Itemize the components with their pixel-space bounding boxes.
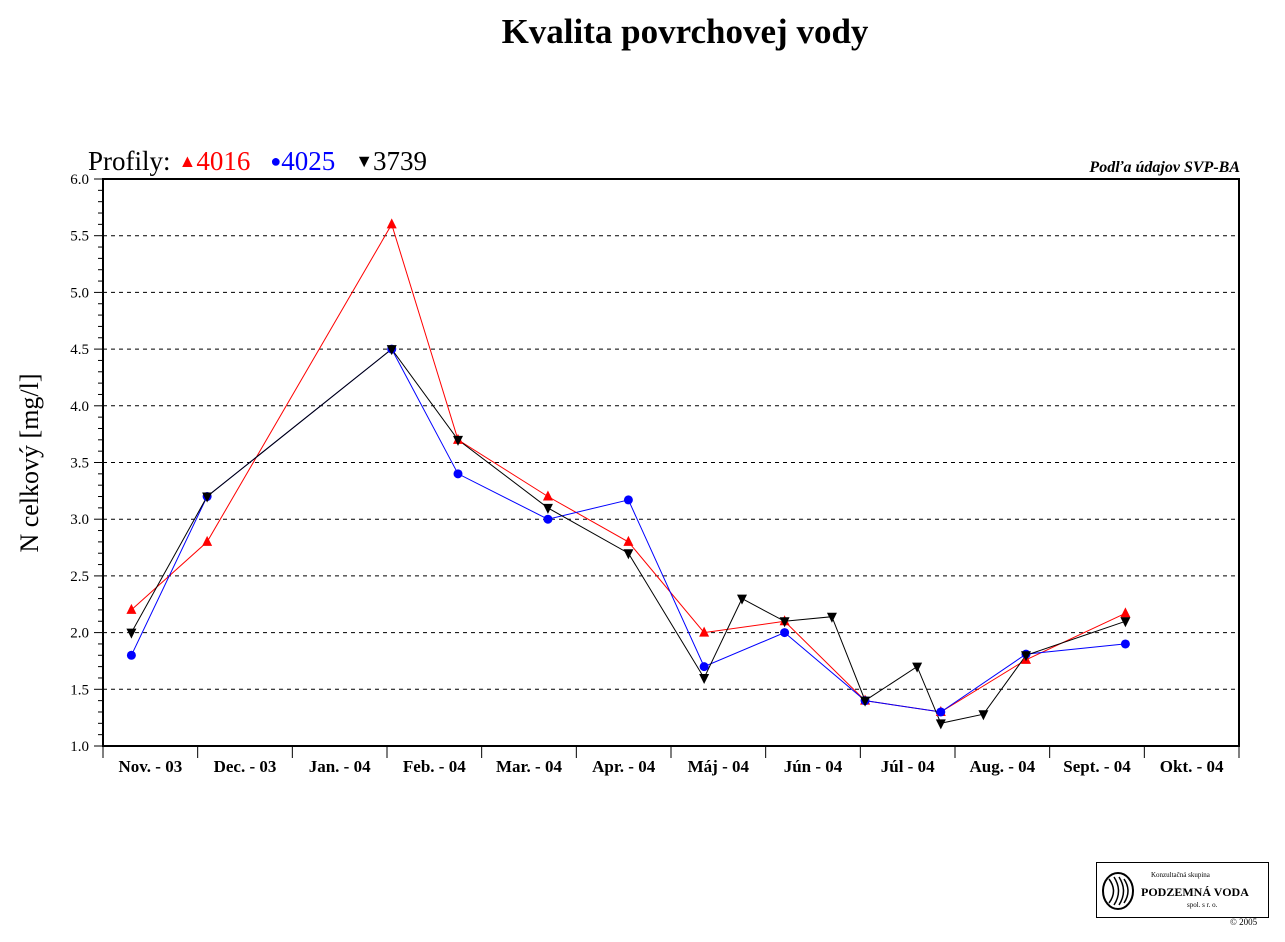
data-point-4025 — [623, 495, 633, 505]
data-point-4025 — [1120, 639, 1130, 649]
logo-line-2: PODZEMNÁ VODA — [1141, 885, 1249, 899]
data-point-3739 — [737, 594, 747, 605]
series-line-4025 — [130, 348, 1126, 713]
data-point-3739 — [860, 696, 871, 707]
x-tick-label: Jún - 04 — [784, 757, 843, 776]
y-tick-label: 6.0 — [70, 172, 89, 188]
x-tick-label: Aug. - 04 — [970, 757, 1036, 776]
y-tick-label: 1.5 — [70, 682, 89, 698]
company-logo: Konzultačná skupina PODZEMNÁ VODA spol. … — [1096, 862, 1269, 918]
x-tick-label: Apr. - 04 — [592, 757, 656, 776]
chart-title: Kvalita povrchovej vody — [501, 12, 869, 51]
data-point-3739 — [202, 492, 213, 503]
legend-prefix: Profily: — [88, 146, 171, 176]
data-point-4016 — [623, 535, 634, 546]
x-tick-label: Mar. - 04 — [496, 757, 562, 776]
y-tick-label: 5.0 — [70, 285, 89, 301]
data-point-3739 — [1021, 651, 1031, 662]
data-point-3739 — [386, 345, 397, 356]
series-line-3739 — [130, 348, 1126, 724]
y-tick-label: 5.5 — [70, 229, 89, 245]
data-point-3739 — [1120, 617, 1131, 628]
x-tick-label: Feb. - 04 — [403, 757, 466, 776]
legend: Profily: ▲4016 ●4025 ▼3739 — [88, 146, 441, 177]
legend-marker-4025: ● — [270, 151, 282, 171]
data-point-4016 — [202, 535, 213, 546]
data-point-4025 — [780, 628, 790, 638]
x-tick-label: Dec. - 03 — [214, 757, 277, 776]
data-point-3739 — [126, 628, 137, 639]
legend-marker-3739: ▼ — [355, 151, 374, 171]
data-point-4016 — [386, 218, 397, 229]
data-point-4016 — [699, 626, 710, 637]
legend-marker-4016: ▲ — [178, 151, 197, 171]
copyright: © 2005 — [1230, 917, 1258, 927]
data-point-3739 — [542, 503, 553, 514]
data-point-4016 — [1120, 607, 1131, 618]
data-point-3739 — [699, 673, 710, 684]
y-tick-label: 2.5 — [70, 569, 89, 585]
x-tick-label: Nov. - 03 — [118, 757, 182, 776]
legend-label-4016: 4016 — [196, 146, 251, 176]
logo-line-3: spol. s r. o. — [1187, 901, 1218, 909]
data-point-3739 — [623, 549, 634, 560]
data-point-3739 — [826, 612, 837, 623]
data-point-3739 — [935, 719, 946, 730]
logo-line-1: Konzultačná skupina — [1151, 871, 1210, 879]
series-line-4016 — [131, 223, 1126, 713]
x-tick-label: Máj - 04 — [688, 757, 750, 776]
x-tick-label: Júl - 04 — [881, 757, 935, 776]
x-tick-label: Jan. - 04 — [309, 757, 371, 776]
x-tick-label: Okt. - 04 — [1160, 757, 1224, 776]
data-point-4025 — [936, 707, 946, 717]
y-tick-label: 1.0 — [70, 739, 89, 755]
data-point-4025 — [543, 514, 553, 524]
data-point-4016 — [542, 490, 553, 501]
data-point-3739 — [779, 617, 790, 628]
data-point-4016 — [126, 603, 137, 614]
data-point-3739 — [912, 662, 923, 673]
x-tick-label: Sept. - 04 — [1063, 757, 1131, 776]
y-tick-label: 4.0 — [70, 399, 89, 415]
data-point-3739 — [453, 435, 463, 446]
data-point-4025 — [126, 650, 136, 660]
y-tick-label: 3.0 — [70, 512, 89, 528]
legend-label-3739: 3739 — [373, 146, 428, 176]
y-tick-label: 3.5 — [70, 456, 89, 472]
data-point-4025 — [699, 662, 709, 672]
data-point-4025 — [453, 469, 463, 479]
y-tick-label: 2.0 — [70, 626, 89, 642]
data-point-3739 — [978, 710, 989, 721]
logo-mark-icon — [1102, 872, 1134, 910]
source-note: Podľa údajov SVP-BA — [1089, 159, 1240, 176]
legend-label-4025: 4025 — [281, 146, 336, 176]
y-tick-label: 4.5 — [70, 342, 89, 358]
